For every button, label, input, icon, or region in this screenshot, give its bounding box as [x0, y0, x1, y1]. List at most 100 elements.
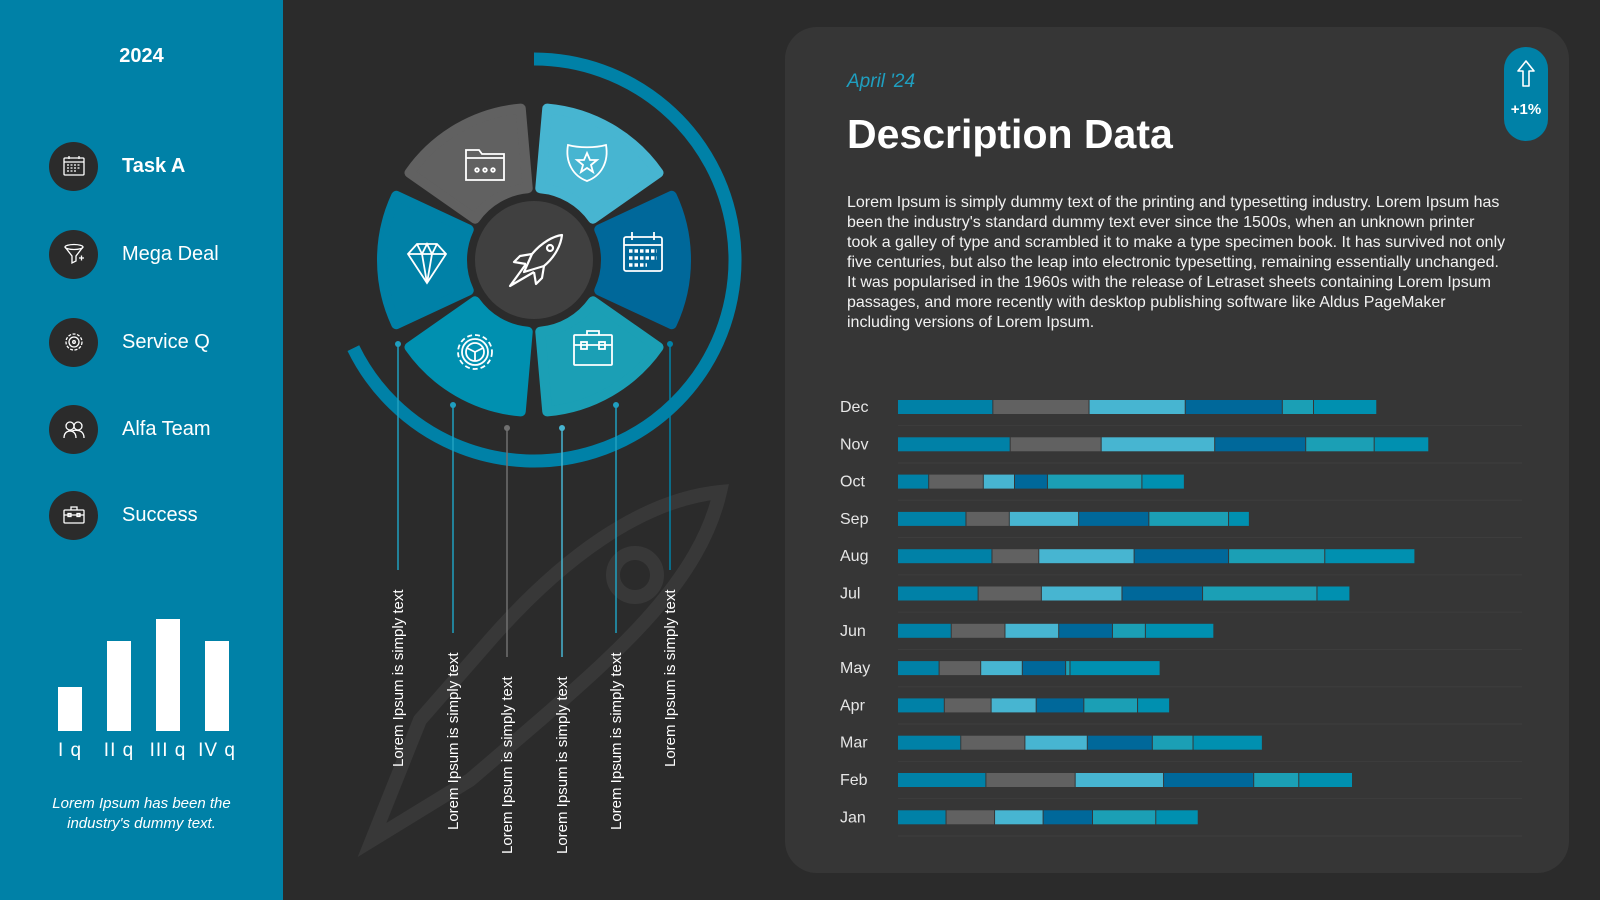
nav-item-alfa-team[interactable]: Alfa Team [49, 404, 211, 454]
bar-segment-oct-s5 [1047, 474, 1142, 489]
bar-segment-feb-s6 [1299, 773, 1352, 787]
segment-label: Lorem Ipsum is simply text [554, 676, 571, 854]
mini-bar [107, 641, 131, 731]
bar-segment-sep-s6 [1229, 511, 1249, 526]
nav-label: Success [122, 503, 198, 526]
segment-label: Lorem Ipsum is simply text [445, 652, 462, 830]
bar-segment-jan-s4 [1043, 810, 1092, 825]
gear-icon [457, 334, 493, 370]
bar-segment-nov-s2 [1010, 437, 1101, 452]
bar-segment-jul-s2 [978, 586, 1041, 601]
briefcase-icon [49, 490, 98, 540]
bar-segment-aug-s5 [1229, 549, 1325, 564]
bar-segment-dec-s5 [1282, 400, 1313, 414]
month-label: Sep [840, 511, 869, 528]
diamond-icon [406, 241, 448, 285]
change-value: +1% [1510, 101, 1542, 118]
bar-segment-mar-s6 [1193, 735, 1262, 750]
month-label: May [840, 660, 870, 677]
mini-tick-label: II q [103, 740, 135, 761]
mini-tick-label: III q [149, 740, 187, 761]
nav-label: Mega Deal [122, 242, 219, 265]
wheel-diagram [347, 52, 742, 857]
description-card: April '24 Description Data Lorem Ipsum i… [785, 27, 1569, 873]
bar-segment-oct-s6 [1142, 474, 1184, 489]
bar-segment-dec-s4 [1185, 400, 1282, 414]
bar-segment-may-s5 [1066, 661, 1070, 676]
bar-segment-nov-s4 [1215, 437, 1306, 452]
calendar-icon [623, 232, 663, 272]
wheel-segment[interactable] [535, 296, 664, 417]
gear-icon [49, 317, 98, 367]
bar-segment-sep-s5 [1149, 511, 1229, 526]
bar-segment-sep-s4 [1079, 511, 1149, 526]
wheel-segment[interactable] [404, 296, 533, 417]
nav-item-service-q[interactable]: Service Q [49, 317, 210, 367]
bar-segment-jun-s1 [898, 623, 951, 638]
month-label: Nov [840, 436, 868, 453]
bar-segment-jun-s5 [1112, 623, 1145, 638]
description-paragraph: Lorem Ipsum is simply dummy text of the … [847, 194, 1506, 331]
bar-segment-jul-s3 [1041, 586, 1122, 601]
bar-segment-apr-s6 [1138, 698, 1170, 713]
bar-segment-aug-s3 [1039, 549, 1134, 564]
bar-segment-aug-s6 [1325, 549, 1415, 564]
leader-dot [559, 425, 565, 431]
bar-segment-oct-s1 [898, 474, 929, 489]
bar-segment-may-s3 [981, 661, 1022, 676]
nav-label: Service Q [122, 330, 210, 353]
bar-segment-mar-s1 [898, 735, 961, 750]
monthly-stacked-bar-chart: Dec Nov Oct Sep Aug Jul Jun May Apr Mar Feb Jan [840, 399, 1522, 837]
mini-tick-label: IV q [198, 740, 236, 761]
leader-dot [667, 341, 673, 347]
bar-segment-apr-s3 [991, 698, 1036, 713]
card-title: Description Data [847, 111, 1173, 157]
bar-segment-jun-s4 [1059, 623, 1112, 638]
wheel-segment[interactable] [377, 190, 474, 330]
bar-segment-mar-s4 [1087, 735, 1152, 750]
year-label: 2024 [119, 45, 164, 67]
month-label: Aug [840, 548, 868, 565]
bar-segment-jul-s1 [898, 586, 978, 601]
month-label: Jul [840, 586, 860, 603]
nav-item-task-a[interactable]: Task A [49, 141, 185, 191]
bar-segment-jul-s5 [1203, 586, 1317, 601]
mini-tick-label: I q [57, 740, 83, 761]
bar-segment-jan-s3 [995, 810, 1043, 825]
bar-segment-jul-s6 [1317, 586, 1350, 601]
bar-segment-may-s2 [939, 661, 981, 676]
bar-segment-sep-s1 [898, 511, 966, 526]
leader-dot [504, 425, 510, 431]
wheel-segment[interactable] [404, 103, 533, 224]
month-label: Apr [840, 697, 866, 714]
bar-segment-feb-s5 [1254, 773, 1299, 787]
nav-item-success[interactable]: Success [49, 490, 198, 540]
nav-label: Task A [122, 154, 186, 177]
sidebar-caption: Lorem Ipsum has been the industry's dumm… [52, 795, 231, 832]
bar-segment-mar-s3 [1025, 735, 1087, 750]
bar-segment-apr-s4 [1036, 698, 1084, 713]
bar-segment-jun-s6 [1145, 623, 1214, 638]
bar-segment-jan-s1 [898, 810, 946, 825]
nav-item-mega-deal[interactable]: Mega Deal [49, 229, 219, 279]
leader-dot [450, 402, 456, 408]
center-circle [475, 201, 593, 319]
bar-segment-jan-s6 [1156, 810, 1198, 825]
bar-segment-apr-s5 [1084, 698, 1138, 713]
month-label: Oct [840, 474, 865, 491]
bar-segment-jun-s2 [951, 623, 1005, 638]
shield-star-icon [566, 143, 608, 182]
bar-segment-nov-s5 [1306, 437, 1374, 452]
bar-segment-sep-s2 [966, 511, 1009, 526]
segment-label: Lorem Ipsum is simply text [390, 589, 407, 767]
wheel-segment[interactable] [535, 103, 664, 224]
folder-icon [465, 149, 505, 181]
leader-dot [395, 341, 401, 347]
calendar-icon [49, 141, 98, 191]
bar-segment-mar-s5 [1152, 735, 1193, 750]
mini-bar [205, 641, 229, 731]
bar-segment-dec-s3 [1089, 400, 1185, 414]
month-label: Dec [840, 399, 868, 416]
wheel-segment[interactable] [594, 190, 691, 330]
bar-segment-oct-s4 [1015, 474, 1047, 489]
